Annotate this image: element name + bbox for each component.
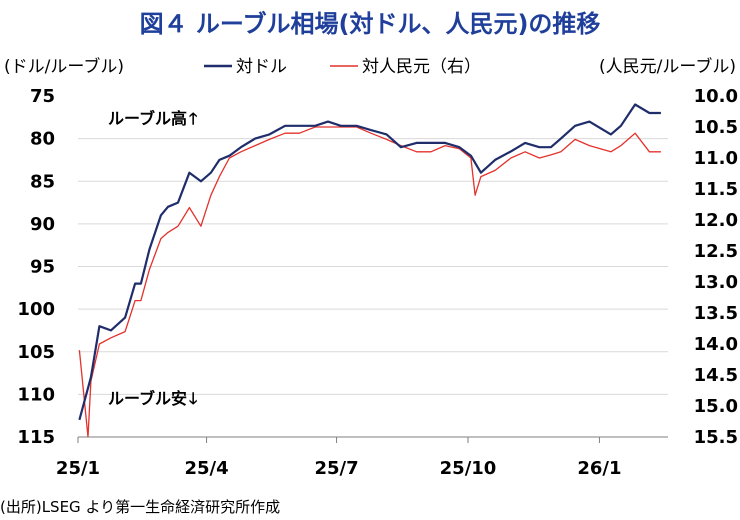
left-tick-label: 105 xyxy=(17,342,55,363)
x-tick-label: 25/1 xyxy=(56,458,100,479)
right-tick-label: 14.0 xyxy=(694,334,738,355)
left-tick-label: 85 xyxy=(30,171,55,192)
right-tick-label: 12.5 xyxy=(694,241,738,262)
right-tick-label: 13.0 xyxy=(694,272,738,293)
x-tick-label: 25/4 xyxy=(184,458,228,479)
left-tick-label: 115 xyxy=(17,427,55,448)
legend: 対ドル 対人民元（右） xyxy=(204,57,481,77)
left-tick-label: 100 xyxy=(17,299,55,320)
right-tick-label: 13.5 xyxy=(694,303,738,324)
right-tick-label: 11.0 xyxy=(694,148,738,169)
x-tick-label: 25/10 xyxy=(440,458,497,479)
right-axis-ticks: 10.0 10.5 11.0 11.5 12.0 12.5 13.0 13.5 14.0 14.5… xyxy=(694,86,738,448)
left-axis-ticks: 75 80 85 90 95 100 105 110 115 xyxy=(17,86,55,448)
left-axis-label: (ドル/ルーブル) xyxy=(4,56,124,77)
series-lines xyxy=(78,103,661,438)
right-tick-label: 15.0 xyxy=(694,396,738,417)
legend-label-cny: 対人民元（右） xyxy=(362,57,481,77)
annotation-ruble-down: ルーブル安 🡓 xyxy=(108,389,197,408)
left-tick-label: 110 xyxy=(17,384,55,405)
left-tick-label: 80 xyxy=(30,129,55,150)
right-tick-label: 10.5 xyxy=(694,117,738,138)
chart-title: 図４ ルーブル相場(対ドル、人民元)の推移 xyxy=(140,10,601,38)
right-axis-label: (人民元/ルーブル) xyxy=(599,56,736,77)
series-line-cny xyxy=(78,126,661,438)
right-tick-label: 10.0 xyxy=(694,86,738,107)
x-tick-label: 25/7 xyxy=(314,458,358,479)
left-tick-label: 95 xyxy=(30,257,55,278)
right-tick-label: 15.5 xyxy=(694,427,738,448)
left-tick-label: 75 xyxy=(30,86,55,107)
legend-label-usd: 対ドル xyxy=(236,57,287,77)
gridlines xyxy=(78,138,668,395)
x-axis-ticks: 25/1 25/4 25/7 25/10 26/1 xyxy=(56,437,622,479)
right-tick-label: 12.0 xyxy=(694,210,738,231)
right-tick-label: 11.5 xyxy=(694,179,738,200)
annotation-ruble-up: ルーブル高 🡑 xyxy=(108,109,197,128)
left-tick-label: 90 xyxy=(30,214,55,235)
series-line-usd xyxy=(78,103,661,421)
x-tick-label: 26/1 xyxy=(577,458,621,479)
source-note: (出所)LSEG より第一生命経済研究所作成 xyxy=(0,498,280,516)
right-tick-label: 14.5 xyxy=(694,365,738,386)
